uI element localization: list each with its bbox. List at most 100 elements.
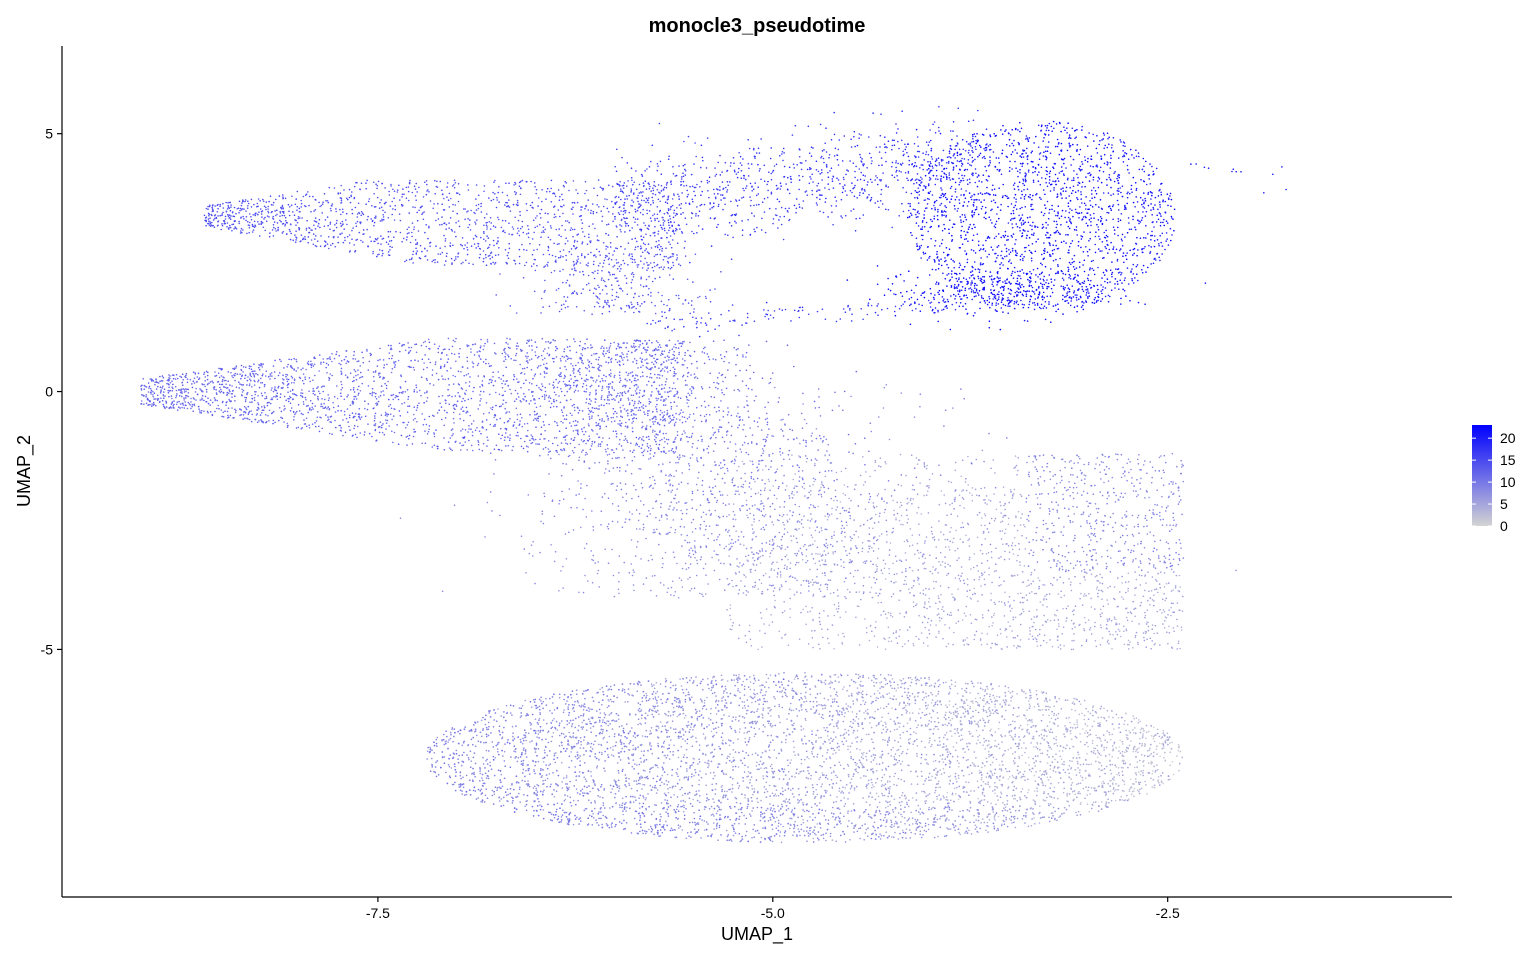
cell-point [659,224,662,227]
cell-point [570,227,573,229]
cell-point [208,224,211,226]
cell-point [900,291,902,294]
cell-point [887,140,890,142]
cell-point [416,250,419,252]
cell-point [947,300,950,303]
cell-point [1169,227,1172,230]
cell-point [1162,200,1164,203]
cell-point [612,206,614,208]
cell-point [717,161,719,164]
cell-point [443,264,446,266]
cell-point [682,175,685,178]
cell-point [934,164,937,166]
cell-point [1142,264,1145,267]
cell-point [161,387,163,389]
cell-point [985,217,987,220]
cell-point [198,378,200,381]
cell-point [356,436,358,439]
cell-point [970,274,973,277]
cell-point [1102,271,1105,274]
cell-point [991,208,993,211]
cell-point [673,212,675,214]
cell-point [851,313,853,316]
cell-point [382,216,385,218]
cell-point [1079,283,1082,285]
cell-point [1159,259,1161,262]
cell-point [631,199,633,201]
cell-point [1081,281,1084,284]
cell-point [624,248,626,250]
cell-point [303,237,305,240]
cell-point [966,280,969,283]
cell-point [939,179,942,181]
cell-point [298,211,301,213]
cell-point [927,144,930,146]
cell-point [468,223,471,226]
cell-point [968,178,971,180]
cell-point [910,214,913,216]
cell-point [657,230,660,233]
cell-point [974,282,976,285]
cell-point [489,228,492,230]
cell-point [841,191,844,194]
cell-point [938,126,940,129]
cell-point [725,186,727,189]
cell-point [775,184,778,187]
cell-point [989,306,991,309]
cell-point [506,254,509,257]
cell-point [930,156,933,158]
cell-point [952,259,954,262]
cell-point [752,148,755,151]
cell-point [795,198,798,200]
cell-point [940,158,943,161]
cell-point [982,281,985,284]
cell-point [917,202,920,204]
cell-point [1123,154,1125,156]
cell-point [516,199,519,202]
cell-point [964,150,967,152]
cell-point [680,203,683,205]
cell-point [267,210,269,213]
cell-point [483,232,485,234]
cell-point [593,187,595,190]
cell-point [1142,211,1144,213]
cell-point [389,230,392,233]
cell-point [670,266,673,269]
cell-point [574,239,576,242]
cell-point [408,181,411,184]
cell-point [234,395,236,398]
cell-point [643,184,645,187]
cell-point [615,225,618,227]
cell-point [1144,303,1146,306]
cell-point [1033,142,1035,144]
cell-point [1072,189,1074,192]
cell-point [954,148,956,151]
cell-point [627,350,630,353]
cell-point [977,292,979,294]
cell-point [1071,127,1074,130]
cell-point [464,208,467,210]
cell-point [534,402,536,405]
cell-point [667,195,670,197]
cell-point [1061,270,1063,273]
cell-point [1095,203,1097,206]
cell-point [1044,301,1047,303]
cell-point [261,222,264,224]
cell-point [1022,182,1024,185]
cell-point [647,228,650,230]
cell-point [670,408,673,410]
cell-point [768,171,770,173]
cell-point [439,224,441,226]
cell-point [1034,170,1036,173]
cell-point [1120,141,1122,143]
cell-point [901,162,904,165]
cell-point [1097,293,1100,296]
cell-point [428,226,430,229]
cell-point [1021,283,1023,286]
cell-point [1120,272,1123,274]
cell-point [331,203,334,205]
cell-point [929,161,932,163]
cell-point [620,231,622,233]
cell-point [1027,230,1029,233]
cell-point [864,190,866,192]
